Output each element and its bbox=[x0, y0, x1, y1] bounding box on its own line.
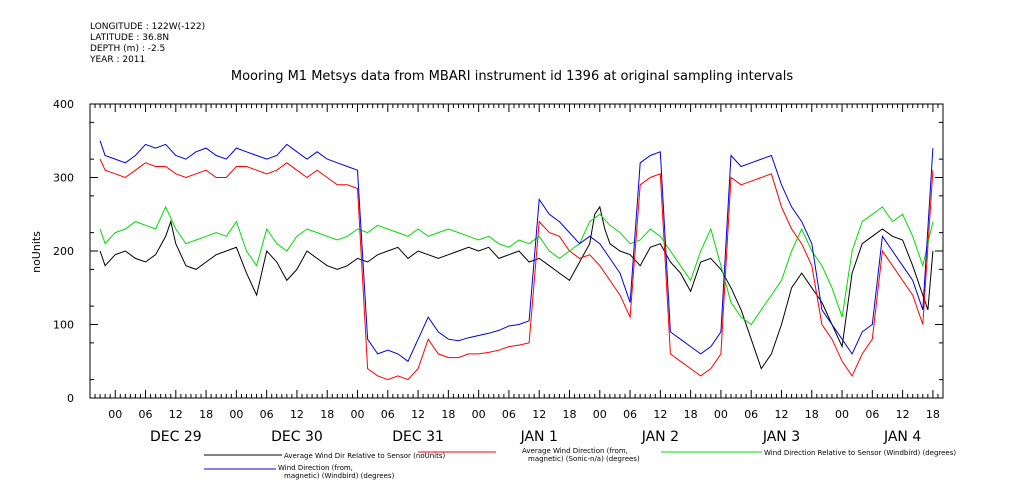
legend: Average Wind Dir Relative to Sensor (noU… bbox=[204, 447, 956, 480]
x-day-label: DEC 31 bbox=[392, 429, 444, 445]
series-line-1 bbox=[99, 205, 934, 370]
y-tick-label: 400 bbox=[53, 98, 74, 111]
y-tick-label: 300 bbox=[53, 172, 74, 185]
x-hour-label: 12 bbox=[411, 408, 425, 421]
x-hour-label: 18 bbox=[441, 408, 455, 421]
x-hour-label: 06 bbox=[260, 408, 274, 421]
x-hour-label: 06 bbox=[623, 408, 637, 421]
x-hour-label: 00 bbox=[714, 408, 728, 421]
legend-label-2: Average Wind Direction (from, magnetic) (… bbox=[522, 447, 640, 463]
x-hour-label: 06 bbox=[502, 408, 516, 421]
x-hour-label: 18 bbox=[805, 408, 819, 421]
chart-title: Mooring M1 Metsys data from MBARI instru… bbox=[231, 69, 793, 84]
legend-label-3: Wind Direction Relative to Sensor (Windb… bbox=[764, 449, 956, 457]
metadata-block: LONGITUDE : 122W(-122) LATITUDE : 36.8N … bbox=[89, 22, 205, 65]
x-hour-label: 12 bbox=[774, 408, 788, 421]
x-hour-label: 06 bbox=[381, 408, 395, 421]
latitude-text: LATITUDE : 36.8N bbox=[90, 33, 169, 43]
x-day-label: JAN 3 bbox=[762, 429, 800, 445]
x-hour-label: 06 bbox=[865, 408, 879, 421]
x-hour-label: 12 bbox=[532, 408, 546, 421]
x-hour-label: 00 bbox=[835, 408, 849, 421]
year-text: YEAR : 2011 bbox=[89, 55, 145, 65]
legend-label-4: Wind Direction (from, magnetic) (Windbird… bbox=[278, 464, 395, 480]
y-tick-label: 0 bbox=[67, 392, 74, 405]
longitude-text: LONGITUDE : 122W(-122) bbox=[90, 22, 205, 32]
x-hour-label: 06 bbox=[744, 408, 758, 421]
x-day-label: DEC 29 bbox=[150, 429, 202, 445]
x-day-label: DEC 30 bbox=[271, 429, 323, 445]
y-tick-label: 200 bbox=[53, 245, 74, 258]
depth-text: DEPTH (m) : -2.5 bbox=[90, 44, 165, 54]
x-hour-label: 00 bbox=[593, 408, 607, 421]
x-hour-label: 18 bbox=[320, 408, 334, 421]
x-hour-label: 12 bbox=[896, 408, 910, 421]
x-hour-label: 12 bbox=[169, 408, 183, 421]
x-hour-label: 12 bbox=[653, 408, 667, 421]
x-hour-label: 00 bbox=[472, 408, 486, 421]
plot-frame bbox=[89, 103, 944, 399]
series-line-4 bbox=[99, 140, 934, 363]
series-line-2 bbox=[99, 158, 934, 381]
y-tick-label: 100 bbox=[53, 319, 74, 332]
y-axis-label: noUnits bbox=[30, 231, 43, 273]
x-hour-label: 18 bbox=[926, 408, 940, 421]
x-hour-label: 06 bbox=[139, 408, 153, 421]
x-hour-label: 12 bbox=[290, 408, 304, 421]
x-hour-label: 00 bbox=[108, 408, 122, 421]
axes-layer: 0 100 200 300 400 00 06 12 18 00 06 12 18 00 06 12 18 00 0… bbox=[53, 98, 944, 445]
x-hour-label: 00 bbox=[351, 408, 365, 421]
x-day-label: JAN 1 bbox=[520, 429, 558, 445]
x-hour-label: 18 bbox=[684, 408, 698, 421]
x-day-label: JAN 2 bbox=[641, 429, 679, 445]
series-line-3 bbox=[99, 205, 934, 326]
x-day-label: JAN 4 bbox=[883, 429, 921, 445]
legend-label-1: Average Wind Dir Relative to Sensor (noU… bbox=[284, 452, 445, 460]
x-hour-label: 18 bbox=[199, 408, 213, 421]
series-layer bbox=[99, 140, 934, 381]
x-hour-label: 18 bbox=[562, 408, 576, 421]
x-hour-label: 00 bbox=[229, 408, 243, 421]
